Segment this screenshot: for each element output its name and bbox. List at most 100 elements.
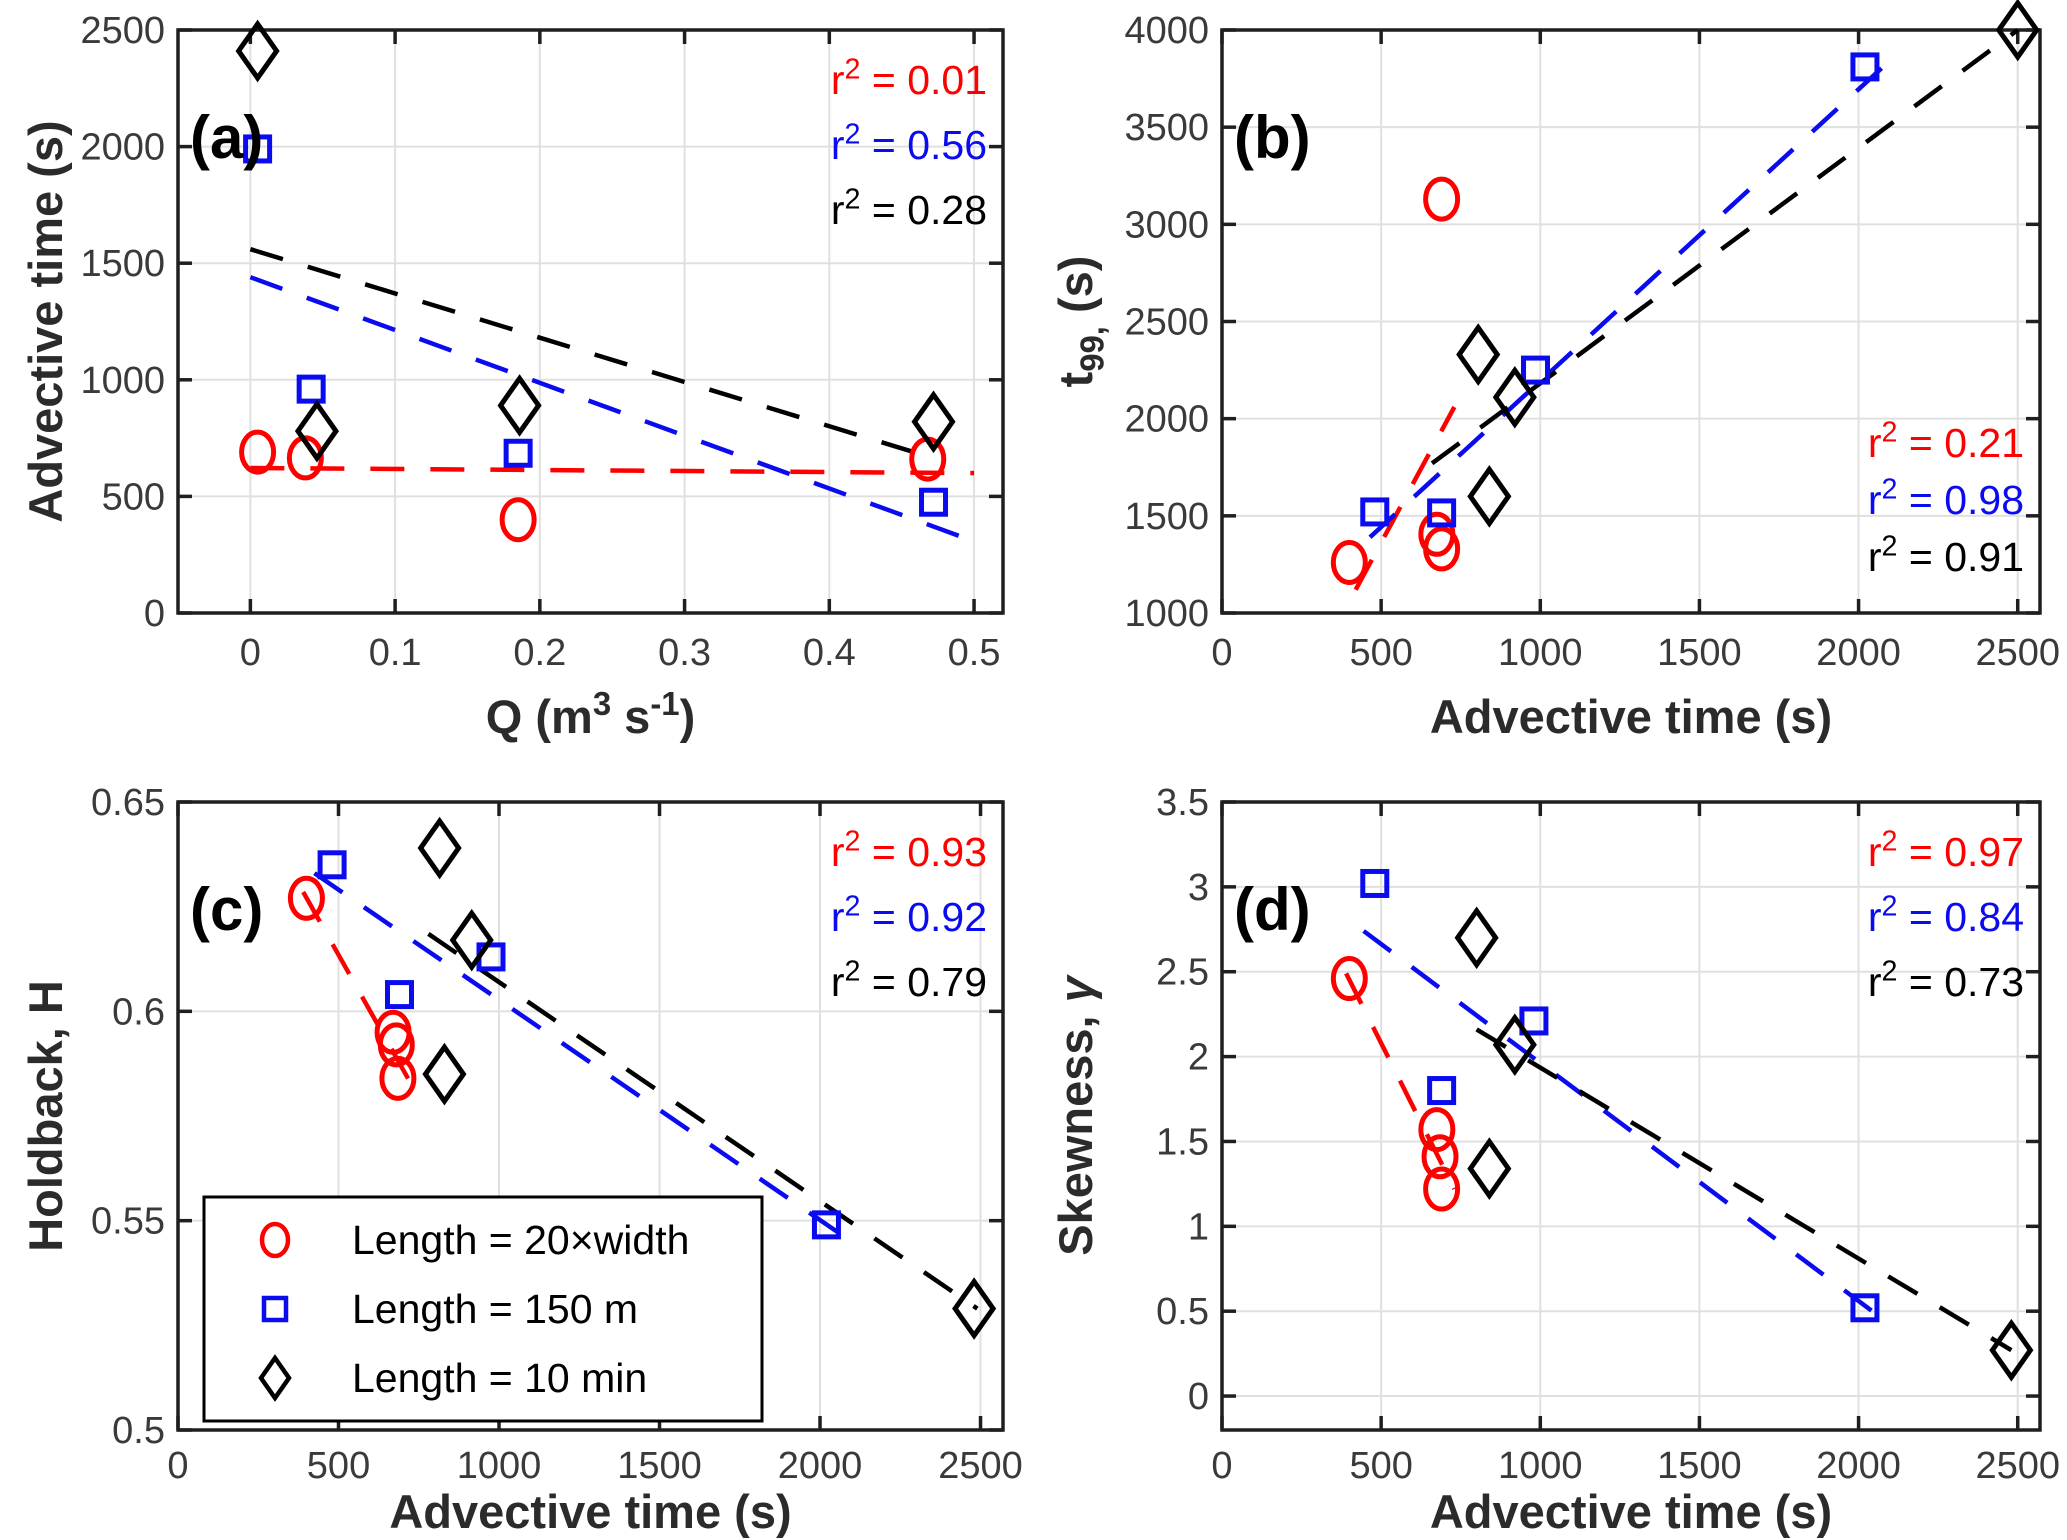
- axes-box: [1220, 800, 2042, 1432]
- r2-annotation-black: r2 = 0.79: [831, 955, 987, 1005]
- y-axis-title: t99, (s): [1049, 256, 1110, 388]
- data-point-diamond: [1467, 465, 1512, 528]
- data-point-circle: [1423, 176, 1461, 222]
- x-tick-label: 0.4: [803, 632, 856, 674]
- data-point-diamond: [235, 19, 280, 83]
- y-tick-label: 2.5: [1156, 952, 1209, 994]
- data-point-diamond: [1456, 323, 1501, 386]
- y-tick-label: 2500: [1124, 302, 1209, 344]
- y-tick-label: 0: [1188, 1376, 1209, 1418]
- y-tick-label: 3.5: [1156, 782, 1209, 824]
- x-tick-label: 0.2: [513, 632, 566, 674]
- y-tick-label: 1500: [80, 243, 165, 285]
- y-tick-label: 3: [1188, 867, 1209, 909]
- legend-marker-square: [261, 1295, 289, 1323]
- data-point-diamond: [449, 908, 494, 972]
- x-tick-label: 2000: [1816, 632, 1901, 674]
- panel-letter-d: (d): [1234, 876, 1311, 943]
- x-axis-title: Advective time (s): [1430, 690, 1832, 743]
- y-tick-label: 500: [102, 476, 165, 518]
- data-point-diamond: [1467, 1137, 1512, 1200]
- panel-letter-b: (b): [1234, 104, 1311, 171]
- y-tick-label: 1000: [80, 360, 165, 402]
- data-point-square: [243, 134, 273, 164]
- r2-annotation-blue: r2 = 0.92: [831, 890, 987, 940]
- data-point-circle: [287, 875, 325, 921]
- trendline-red: [301, 890, 412, 1082]
- data-point-diamond: [294, 399, 340, 463]
- trendline-red: [1344, 972, 1457, 1190]
- y-tick-label: 1500: [1124, 496, 1209, 538]
- data-point-diamond: [417, 816, 462, 880]
- y-tick-label: 0.5: [112, 1410, 165, 1452]
- trendline-black: [1475, 1027, 2013, 1353]
- x-tick-label: 2500: [938, 1445, 1023, 1487]
- x-tick-label: 1500: [617, 1445, 702, 1487]
- axes-box: [176, 28, 1005, 615]
- r2-annotation-black: r2 = 0.91: [1868, 530, 2024, 580]
- r2-annotation-red: r2 = 0.93: [831, 825, 987, 875]
- y-tick-label: 0.65: [91, 782, 165, 824]
- trendline-red: [250, 465, 975, 476]
- legend-label: Length = 20×width: [352, 1217, 689, 1263]
- data-point-square: [1850, 1293, 1880, 1323]
- x-tick-label: 2000: [778, 1445, 863, 1487]
- data-point-circle: [239, 429, 277, 475]
- panel-a: 0 0.1 0.2 0.3 0.4 0.5 0 500 1000 1500 2000 2500 Q (m…: [19, 10, 1005, 743]
- data-point-square: [811, 1210, 841, 1240]
- data-point-diamond: [1492, 365, 1537, 429]
- axes-box: [176, 800, 1005, 1432]
- data-point-circle: [379, 1055, 417, 1101]
- x-tick-label: 0: [167, 1445, 188, 1487]
- y-axis-title: Advective time (s): [19, 120, 72, 522]
- data-point-square: [919, 487, 949, 517]
- r2-annotation-blue: r2 = 0.98: [1868, 473, 2024, 523]
- data-point-square: [384, 980, 414, 1010]
- x-tick-label: 1500: [1657, 632, 1742, 674]
- y-tick-label: 2: [1188, 1037, 1209, 1079]
- panel-c: 0 500 1000 1500 2000 2500 0.5 0.55 0.6 0.65 Advect…: [19, 782, 1023, 1538]
- legend-marker-diamond: [258, 1354, 292, 1402]
- panel-d: 0 500 1000 1500 2000 2500 0 0.5 1 1.5 2 2.5 3 3.5 Adve…: [1049, 782, 2060, 1538]
- y-tick-label: 1: [1188, 1206, 1209, 1248]
- data-point-diamond: [1989, 1318, 2034, 1382]
- r2-annotation-black: r2 = 0.73: [1868, 955, 2024, 1005]
- legend-marker-circle: [259, 1221, 291, 1259]
- y-axis-title: Skewness, γ: [1049, 973, 1102, 1255]
- x-tick-label: 500: [1349, 632, 1412, 674]
- y-tick-label: 2000: [1124, 399, 1209, 441]
- r2-annotation-blue: r2 = 0.84: [1868, 890, 2024, 940]
- x-tick-label: 0.3: [658, 632, 711, 674]
- data-point-square: [1521, 355, 1551, 385]
- data-point-square: [296, 374, 326, 404]
- x-axis-title: Advective time (s): [389, 1485, 791, 1538]
- x-tick-label: 0.1: [369, 632, 422, 674]
- y-tick-label: 0.55: [91, 1201, 165, 1243]
- data-point-circle: [1330, 956, 1368, 1002]
- panel-letter-a: (a): [190, 104, 263, 171]
- legend-label: Length = 10 min: [352, 1355, 647, 1401]
- x-tick-label: 2500: [1975, 1445, 2060, 1487]
- y-tick-label: 3500: [1124, 107, 1209, 149]
- trendline-blue: [313, 871, 841, 1236]
- data-point-square: [1360, 497, 1390, 527]
- panel-b: 0 500 1000 1500 2000 2500 1000 1500 2000 2500 3000…: [1049, 0, 2060, 743]
- y-tick-label: 2000: [80, 127, 165, 169]
- y-tick-label: 1000: [1124, 593, 1209, 635]
- data-point-circle: [1421, 1134, 1459, 1180]
- data-point-circle: [1330, 539, 1368, 585]
- data-point-circle: [1418, 1107, 1456, 1153]
- y-tick-label: 3000: [1124, 204, 1209, 246]
- data-point-circle: [499, 497, 537, 543]
- panel-letter-c: (c): [190, 876, 263, 943]
- r2-annotation-blue: r2 = 0.56: [831, 118, 987, 168]
- data-point-diamond: [911, 390, 956, 454]
- y-tick-label: 0: [144, 593, 165, 635]
- x-tick-label: 2500: [1975, 632, 2060, 674]
- data-point-diamond: [1454, 906, 1499, 970]
- y-tick-label: 2500: [80, 10, 165, 52]
- x-axis-title: Advective time (s): [1430, 1485, 1832, 1538]
- data-point-square: [1427, 498, 1457, 528]
- trendline-blue: [249, 275, 961, 539]
